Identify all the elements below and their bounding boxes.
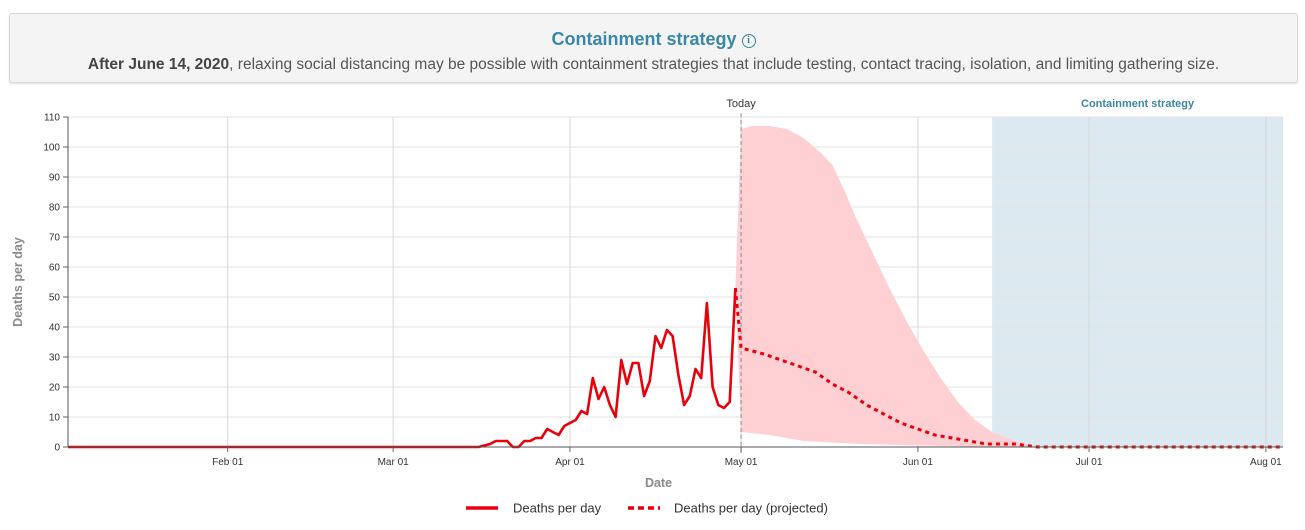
containment-region-label: Containment strategy	[1081, 98, 1195, 110]
y-tick-label: 70	[49, 233, 61, 244]
y-tick-label: 60	[49, 263, 61, 274]
x-tick-label: Aug 01	[1250, 457, 1282, 468]
y-tick-label: 40	[49, 323, 61, 334]
y-tick-label: 20	[49, 383, 61, 394]
legend-label-deaths: Deaths per day	[513, 501, 602, 516]
y-axis-title: Deaths per day	[11, 237, 25, 327]
info-icon[interactable]: i	[741, 34, 756, 48]
x-tick-label: May 01	[725, 457, 758, 468]
banner-title-text: Containment strategy	[551, 29, 737, 49]
legend-item-deaths[interactable]: Deaths per day	[466, 501, 602, 516]
containment-region	[992, 117, 1283, 447]
legend-item-projected[interactable]: Deaths per day (projected)	[628, 501, 828, 516]
projection-uncertainty-band	[735, 126, 1038, 447]
banner-title: Containment strategy i	[10, 29, 1297, 50]
x-tick-label: Jul 01	[1076, 457, 1103, 468]
y-tick-label: 50	[49, 293, 61, 304]
y-tick-label: 110	[44, 113, 60, 124]
x-axis-title: Date	[645, 476, 672, 490]
y-tick-label: 0	[54, 443, 60, 454]
banner-subtitle-text: , relaxing social distancing may be poss…	[229, 56, 1220, 73]
y-tick-label: 80	[49, 203, 61, 214]
x-tick-label: Apr 01	[555, 457, 585, 468]
y-tick-label: 10	[49, 413, 61, 424]
projected-deaths-line	[733, 287, 1283, 449]
deaths-per-day-line	[68, 287, 737, 449]
y-tick-label: 30	[49, 353, 61, 364]
x-tick-label: Mar 01	[378, 457, 410, 468]
banner-subtitle-date: After June 14, 2020	[87, 56, 230, 73]
y-tick-label: 100	[43, 143, 60, 154]
containment-banner: Containment strategy i After June 14, 202…	[9, 13, 1298, 83]
today-label: Today	[726, 98, 756, 110]
x-tick-label: Jun 01	[903, 457, 933, 468]
x-tick-label: Feb 01	[212, 457, 244, 468]
legend-label-projected: Deaths per day (projected)	[674, 501, 828, 516]
y-tick-label: 90	[49, 173, 61, 184]
banner-subtitle: After June 14, 2020, relaxing social dis…	[10, 56, 1297, 74]
